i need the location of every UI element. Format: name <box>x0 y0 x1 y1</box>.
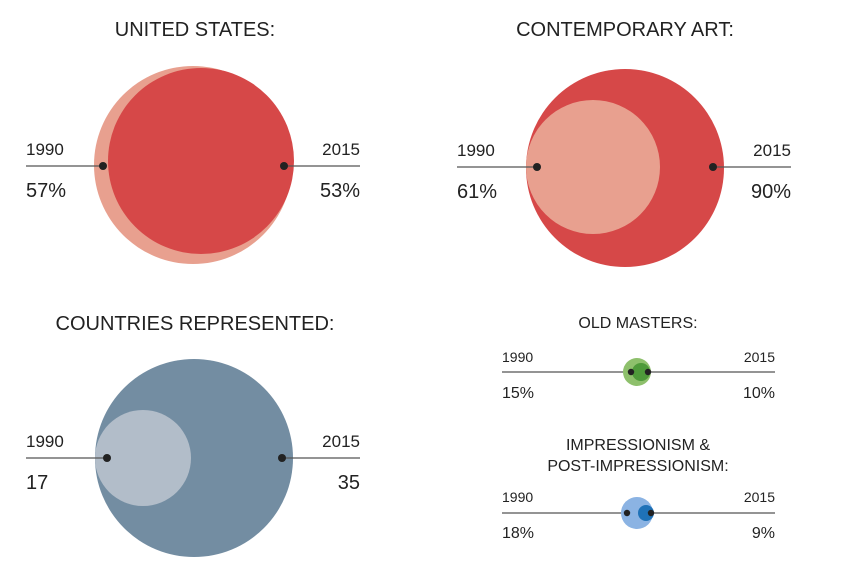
value-1990-label: 61% <box>457 181 497 203</box>
year-1990-label: 1990 <box>502 349 533 365</box>
panel-title: COUNTRIES REPRESENTED: <box>56 313 335 335</box>
value-1990-label: 18% <box>502 525 534 542</box>
panel-contemporary-art: CONTEMPORARY ART: 1990 61% 2015 90% <box>457 19 791 267</box>
value-2015-label: 9% <box>752 525 775 542</box>
year-2015-label: 2015 <box>322 432 360 451</box>
value-1990-label: 15% <box>502 385 534 402</box>
panel-title-line-2: POST-IMPRESSIONISM: <box>547 458 728 475</box>
panel-title: UNITED STATES: <box>115 19 275 41</box>
circle-2015 <box>95 359 293 557</box>
panel-title: OLD MASTERS: <box>578 315 697 332</box>
marker-dot-2015 <box>278 454 286 462</box>
circle-1990 <box>621 497 653 529</box>
marker-dot-1990 <box>99 162 107 170</box>
year-2015-label: 2015 <box>744 489 775 505</box>
circle-1990 <box>526 100 660 234</box>
panel-old-masters: OLD MASTERS: 1990 15% 2015 10% <box>502 315 775 402</box>
panel-title-line-1: IMPRESSIONISM & <box>566 437 710 454</box>
marker-dot-1990 <box>103 454 111 462</box>
value-2015-label: 10% <box>743 385 775 402</box>
year-1990-label: 1990 <box>26 432 64 451</box>
circle-2015 <box>638 505 654 521</box>
year-2015-label: 2015 <box>744 349 775 365</box>
marker-dot-1990 <box>623 509 631 517</box>
year-1990-label: 1990 <box>26 140 64 159</box>
marker-dot-2015 <box>280 162 288 170</box>
panel-countries-represented: COUNTRIES REPRESENTED: 1990 17 2015 35 <box>26 313 360 557</box>
marker-dot-2015 <box>644 368 652 376</box>
panel-united-states: UNITED STATES: 1990 57% 2015 53% <box>26 19 360 264</box>
year-2015-label: 2015 <box>753 141 791 160</box>
marker-dot-1990 <box>533 163 541 171</box>
value-1990-label: 17 <box>26 472 48 494</box>
circle-2015 <box>108 68 294 254</box>
year-1990-label: 1990 <box>502 489 533 505</box>
year-1990-label: 1990 <box>457 141 495 160</box>
year-2015-label: 2015 <box>322 140 360 159</box>
value-2015-label: 53% <box>320 180 360 202</box>
circle-2015 <box>632 363 650 381</box>
value-2015-label: 90% <box>751 181 791 203</box>
marker-dot-1990 <box>627 368 635 376</box>
panel-title: CONTEMPORARY ART: <box>516 19 734 41</box>
value-1990-label: 57% <box>26 180 66 202</box>
circle-1990 <box>95 410 191 506</box>
marker-dot-2015 <box>709 163 717 171</box>
marker-dot-2015 <box>647 509 655 517</box>
value-2015-label: 35 <box>338 472 360 494</box>
panel-impressionism: IMPRESSIONISM & POST-IMPRESSIONISM: 1990… <box>502 437 775 542</box>
